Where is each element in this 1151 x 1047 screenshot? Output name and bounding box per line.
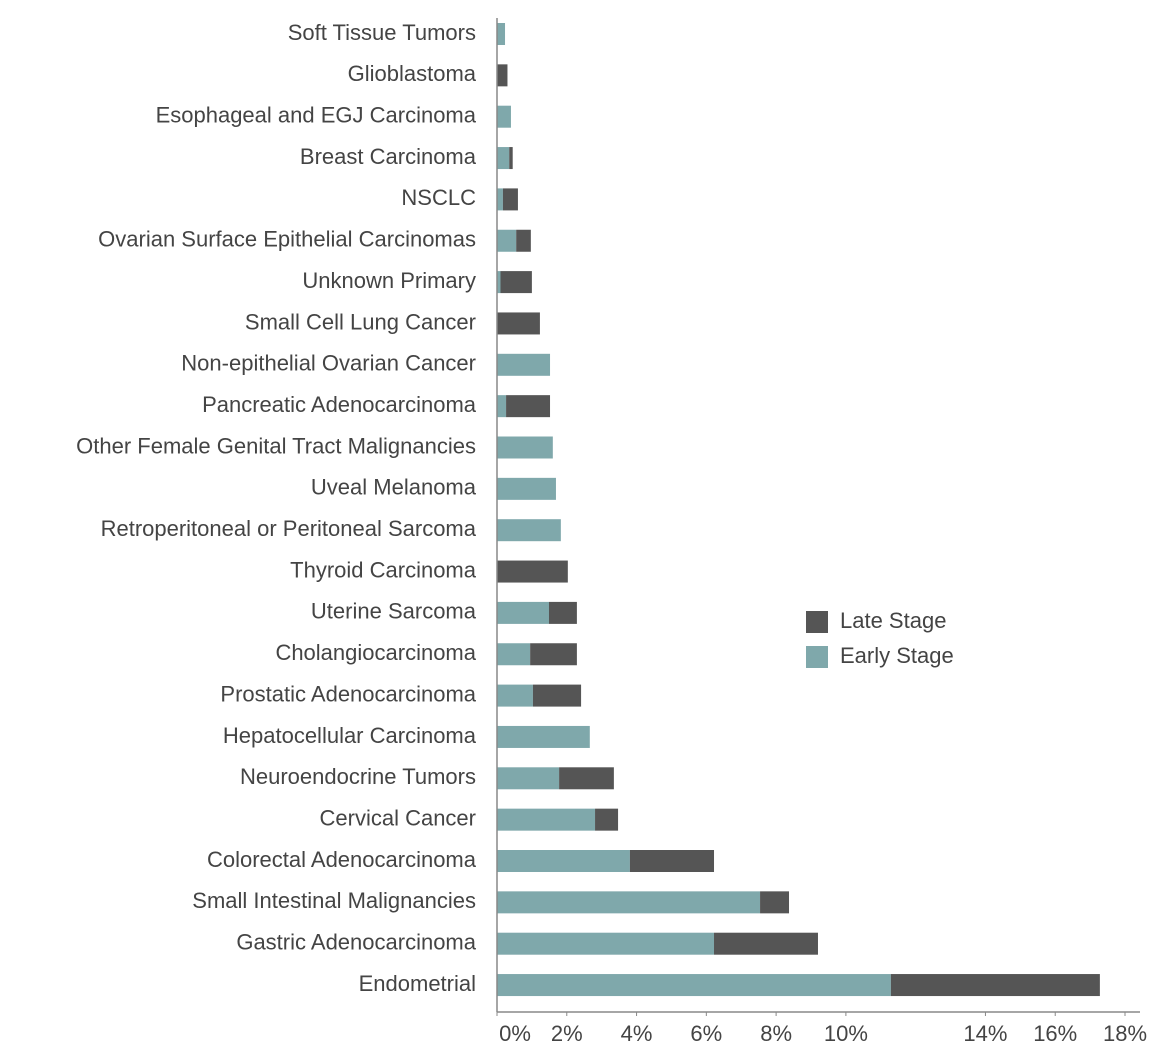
bar-segment xyxy=(629,850,715,872)
bar-segment xyxy=(497,188,503,211)
bar-segment xyxy=(497,684,533,707)
y-tick-label: Neuroendocrine Tumors xyxy=(240,764,476,789)
bar-segment xyxy=(516,229,531,252)
bar-segment xyxy=(497,271,501,294)
y-tick-label: Glioblastoma xyxy=(348,61,477,86)
y-tick-label: Non-epithelial Ovarian Cancer xyxy=(181,351,476,376)
bar-segment xyxy=(548,601,577,624)
y-tick-label: Gastric Adenocarcinoma xyxy=(236,930,476,955)
y-tick-label: Ovarian Surface Epithelial Carcinomas xyxy=(98,227,476,252)
bar-segment xyxy=(497,312,540,335)
bar-segment xyxy=(509,147,513,170)
bar-segment xyxy=(497,477,556,500)
bar-segment xyxy=(497,436,553,459)
x-tick-label: 4% xyxy=(621,1021,653,1046)
y-tick-label: Small Cell Lung Cancer xyxy=(245,309,476,334)
bar-segment xyxy=(497,395,507,418)
y-tick-label: Hepatocellular Carcinoma xyxy=(223,723,477,748)
y-tick-label: Small Intestinal Malignancies xyxy=(192,888,476,913)
x-tick-label: 14% xyxy=(963,1021,1007,1046)
x-tick-label: 6% xyxy=(690,1021,722,1046)
bar-segment xyxy=(559,767,614,790)
bar-segment xyxy=(497,64,508,87)
y-tick-label: Endometrial xyxy=(359,971,476,996)
bar-segment xyxy=(497,932,715,955)
y-tick-label: Uveal Melanoma xyxy=(311,475,477,500)
bar-segment xyxy=(497,147,510,170)
bar-segment xyxy=(497,519,561,542)
y-tick-label: Cervical Cancer xyxy=(320,805,477,830)
y-tick-label: Pancreatic Adenocarcinoma xyxy=(202,392,477,417)
bar-segment xyxy=(497,725,590,748)
bar-segment xyxy=(497,643,531,666)
bar-segment xyxy=(532,684,582,707)
bar-segment xyxy=(500,271,532,294)
legend-swatch xyxy=(806,646,828,668)
legend-label: Early Stage xyxy=(840,643,954,668)
bar-segment xyxy=(497,974,891,997)
bar-segment xyxy=(497,601,549,624)
y-tick-label: Prostatic Adenocarcinoma xyxy=(220,681,476,706)
legend-label: Late Stage xyxy=(840,608,946,633)
bar-segment xyxy=(497,891,761,914)
x-tick-label: 2% xyxy=(551,1021,583,1046)
y-tick-label: Retroperitoneal or Peritoneal Sarcoma xyxy=(101,516,477,541)
bar-segment xyxy=(497,105,511,128)
bar-segment xyxy=(497,767,560,790)
bar-segment xyxy=(530,643,577,666)
y-tick-label: Soft Tissue Tumors xyxy=(288,20,476,45)
bar-segment xyxy=(497,353,551,376)
bar-segment xyxy=(595,808,619,831)
y-tick-label: Colorectal Adenocarcinoma xyxy=(207,847,477,872)
bar-segment xyxy=(497,850,630,872)
bar-segment xyxy=(497,23,506,45)
bar-segment xyxy=(497,229,517,252)
y-tick-label: Esophageal and EGJ Carcinoma xyxy=(156,103,477,128)
legend-swatch xyxy=(806,611,828,633)
bar-segment xyxy=(497,808,596,831)
y-tick-label: Uterine Sarcoma xyxy=(311,599,477,624)
y-tick-label: Other Female Genital Tract Malignancies xyxy=(76,433,476,458)
bar-segment xyxy=(760,891,790,914)
y-tick-label: Breast Carcinoma xyxy=(300,144,477,169)
bar-segment xyxy=(497,560,568,583)
y-tick-label: Unknown Primary xyxy=(302,268,476,293)
bar-segment xyxy=(890,974,1100,997)
x-tick-label: 10% xyxy=(824,1021,868,1046)
bar-segment xyxy=(502,188,518,211)
x-tick-label: 16% xyxy=(1033,1021,1077,1046)
x-tick-label: 18% xyxy=(1103,1021,1147,1046)
x-tick-label: 8% xyxy=(760,1021,792,1046)
bar-segment xyxy=(506,395,551,418)
x-tick-label: 0% xyxy=(499,1021,531,1046)
bar-segment xyxy=(714,932,818,955)
y-tick-label: Thyroid Carcinoma xyxy=(290,557,477,582)
y-tick-label: Cholangiocarcinoma xyxy=(275,640,476,665)
y-tick-label: NSCLC xyxy=(401,185,476,210)
